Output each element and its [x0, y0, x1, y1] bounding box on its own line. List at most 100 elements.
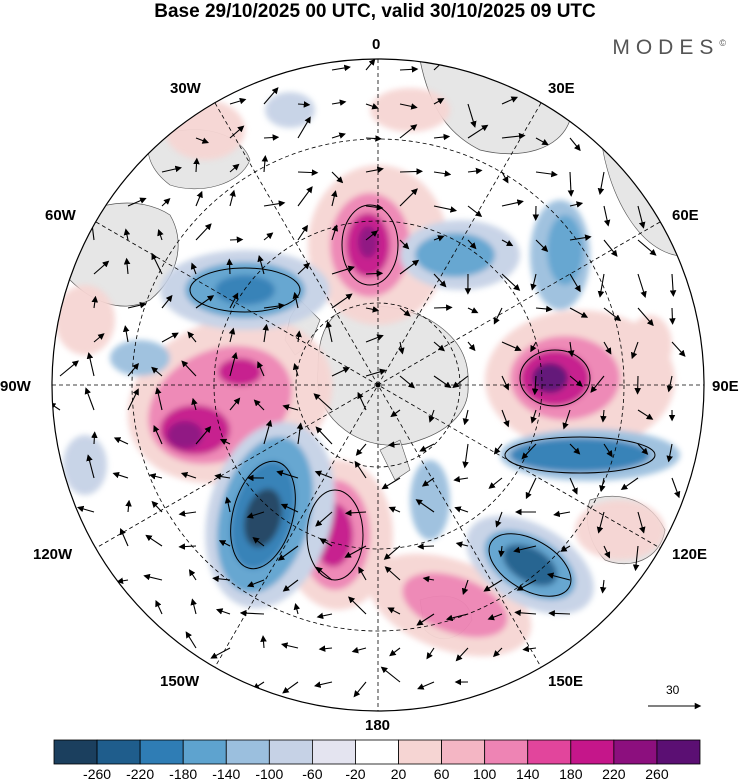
wind-arrow	[113, 437, 129, 445]
brand-text: MODES	[612, 36, 720, 59]
wind-arrow	[355, 443, 367, 456]
wind-arrow	[210, 647, 231, 659]
wind-arrow	[522, 645, 537, 653]
wind-arrow	[161, 294, 173, 309]
wind-arrow	[666, 375, 674, 393]
wind-arrow	[493, 307, 503, 325]
wind-arrow	[190, 262, 198, 275]
wind-arrow	[531, 375, 539, 396]
wind-arrow	[399, 375, 416, 389]
wind-arrow	[433, 375, 452, 389]
wind-arrow	[637, 307, 654, 327]
wind-arrow	[296, 422, 304, 445]
wind-arrow	[229, 163, 240, 173]
wind-arrow	[433, 205, 458, 213]
wind-arrow	[218, 540, 231, 547]
wind-arrow	[535, 239, 549, 253]
wind-arrow	[553, 510, 571, 518]
wind-arrow	[257, 254, 265, 275]
colorbar-swatch	[53, 739, 98, 765]
wind-arrow	[86, 352, 95, 377]
wind-arrow	[93, 333, 105, 343]
wind-arrow	[318, 645, 333, 652]
wind-arrow	[365, 270, 384, 277]
colorbar-swatch	[613, 739, 658, 765]
wind-arrow	[229, 189, 236, 207]
wind-arrow	[562, 409, 571, 430]
wind-arrow	[501, 409, 510, 428]
wind-arrow	[501, 341, 522, 352]
wind-arrow	[569, 234, 592, 241]
south-pole-marker	[375, 382, 381, 388]
wind-arrow	[351, 646, 367, 654]
lon-label-150w: 150W	[160, 673, 200, 690]
wind-arrow	[387, 441, 401, 448]
wind-arrow	[455, 541, 469, 548]
wind-arrow	[297, 169, 319, 176]
lon-label-30e: 30E	[548, 80, 575, 97]
wind-arrow	[433, 304, 453, 311]
modes-logo: MODES©	[612, 36, 726, 60]
wind-arrow	[590, 375, 605, 393]
wind-arrow	[331, 190, 338, 207]
wind-arrow	[421, 477, 435, 487]
wind-arrow	[331, 64, 351, 72]
wind-arrow	[569, 443, 581, 455]
lon-label-90e: 90E	[712, 378, 739, 395]
wind-arrow	[467, 103, 477, 128]
wind-arrow	[239, 609, 265, 617]
wind-arrow	[452, 375, 469, 389]
wind-arrow	[358, 566, 367, 581]
wind-arrow	[297, 101, 311, 108]
wind-arrow	[151, 366, 163, 377]
wind-arrow	[493, 443, 503, 455]
wind-arrow	[535, 305, 553, 313]
colorbar-tick-label: 20	[390, 766, 407, 782]
wind-arrow	[462, 443, 469, 469]
wind-arrow	[467, 167, 483, 175]
wind-arrow	[488, 477, 503, 489]
wind-arrow	[417, 543, 435, 550]
wind-arrow	[637, 409, 654, 420]
wind-arrow	[387, 607, 401, 615]
wind-arrow	[599, 579, 607, 594]
wind-arrow	[637, 205, 646, 229]
wind-arrow	[525, 477, 537, 500]
wind-arrow	[112, 471, 129, 479]
wind-arrow	[195, 137, 210, 144]
vector-scale-label: 30	[666, 683, 680, 697]
wind-arrow	[277, 545, 299, 561]
wind-arrow	[569, 137, 581, 152]
wind-arrow	[381, 477, 401, 490]
wind-arrow	[669, 273, 677, 297]
wind-arrow	[501, 96, 519, 105]
wind-arrow	[348, 596, 367, 615]
wind-arrow	[331, 224, 339, 241]
wind-arrow	[155, 387, 163, 411]
wind-arrow	[399, 259, 420, 275]
wind-arrow	[417, 681, 435, 690]
wind-arrow	[191, 397, 198, 411]
wind-arrow	[331, 99, 347, 106]
wind-arrow	[229, 397, 241, 411]
wind-arrow	[353, 681, 367, 698]
wind-arrow	[77, 505, 95, 513]
wind-arrow	[119, 528, 129, 547]
wind-arrow	[224, 496, 232, 513]
anomaly-fills	[55, 88, 680, 657]
wind-arrow	[161, 197, 171, 207]
wind-arrow	[331, 293, 353, 309]
wind-arrow	[214, 473, 231, 480]
colorbar-swatch	[484, 739, 529, 765]
wind-arrow	[178, 543, 197, 550]
wind-arrow	[151, 252, 163, 275]
colorbar-tick-label: 180	[559, 766, 583, 782]
wind-arrow	[297, 262, 311, 275]
colorbar-swatch	[225, 739, 270, 765]
wind-arrow	[145, 534, 163, 547]
wind-arrow	[495, 511, 503, 528]
wind-arrow	[319, 538, 333, 547]
wind-arrow	[498, 545, 505, 558]
wind-arrow	[569, 307, 589, 318]
wind-arrow	[419, 443, 435, 452]
